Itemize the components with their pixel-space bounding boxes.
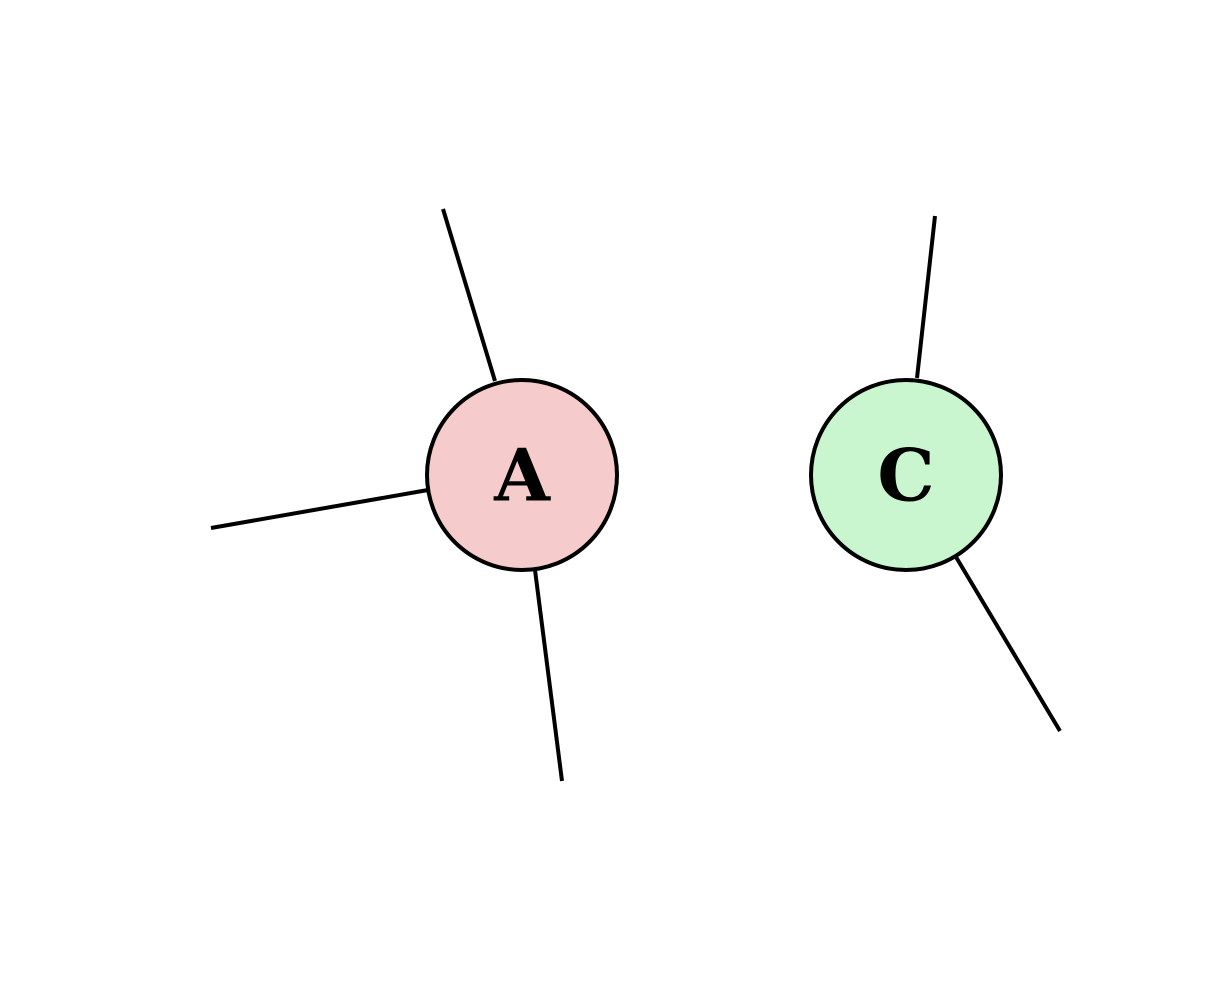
node-a-edge-bottom — [533, 569, 564, 782]
node-c-label: C — [877, 433, 934, 518]
node-a-edge-top — [441, 208, 497, 382]
node-a-edge-left — [210, 488, 429, 530]
node-c-edge-top — [915, 215, 937, 379]
node-c-edge-bottom-right — [954, 555, 1062, 733]
node-a-circle — [425, 378, 619, 572]
node-a: A — [425, 378, 619, 572]
node-c-circle — [809, 378, 1003, 572]
node-a-label: A — [493, 433, 551, 518]
node-c: C — [809, 378, 1003, 572]
